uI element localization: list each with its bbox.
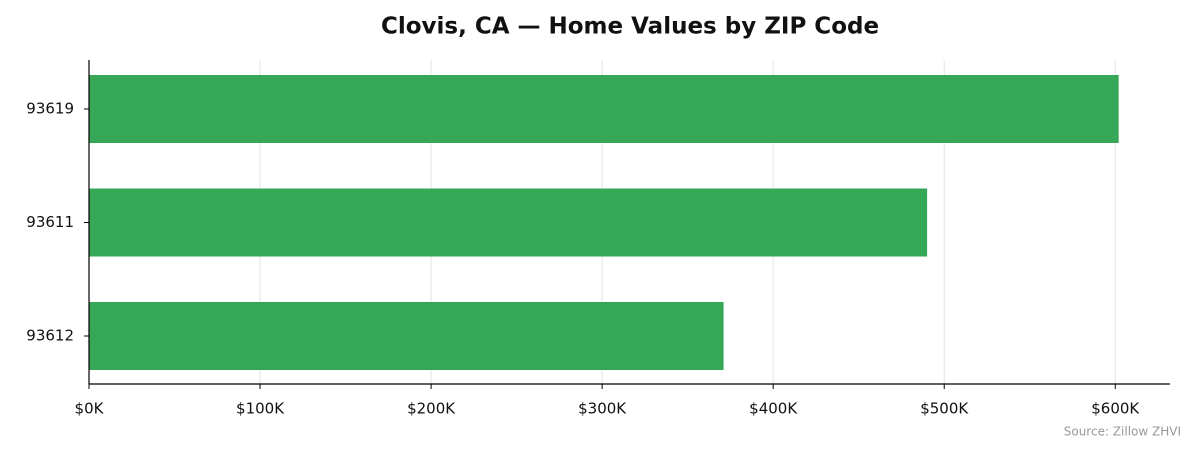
bar <box>89 188 928 257</box>
bar <box>89 302 724 370</box>
x-tick-label: $500K <box>920 400 969 418</box>
x-tick-label: $300K <box>578 400 627 418</box>
bar <box>89 75 1119 143</box>
x-tick-label: $600K <box>1091 400 1140 418</box>
x-tick-label: $200K <box>407 400 456 418</box>
chart-title: Clovis, CA — Home Values by ZIP Code <box>381 14 879 40</box>
x-tick-label: $0K <box>75 400 105 418</box>
y-tick-label: 93612 <box>26 327 74 345</box>
x-tick-label: $100K <box>236 400 285 418</box>
source-note: Source: Zillow ZHVI <box>1064 425 1181 439</box>
y-tick-label: 93611 <box>26 213 74 231</box>
x-tick-label: $400K <box>749 400 798 418</box>
y-tick-label: 93619 <box>26 100 74 118</box>
